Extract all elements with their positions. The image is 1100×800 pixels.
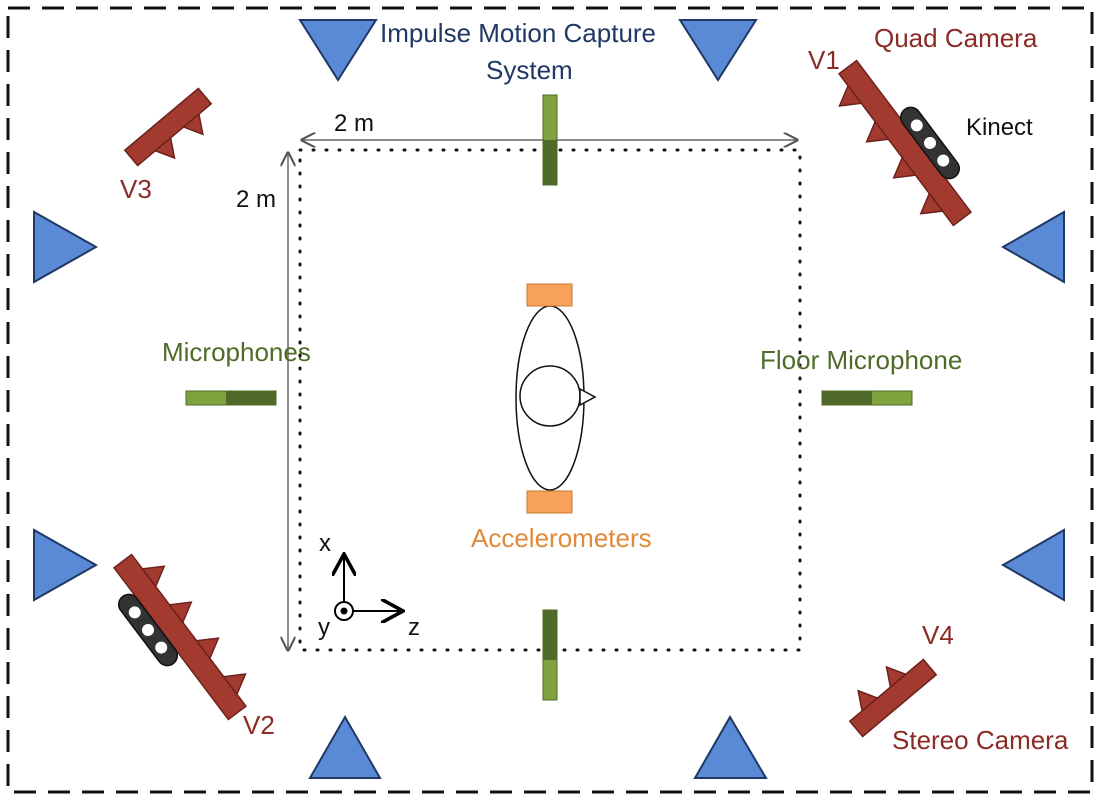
microphone-left	[185, 390, 277, 406]
kinect-sensor-icon	[117, 593, 179, 667]
kinect-label: Kinect	[966, 114, 1033, 141]
width-dimension-label: 2 m	[334, 110, 375, 137]
mocap-marker-bottom-right	[693, 715, 768, 779]
v1-label: V1	[808, 45, 840, 75]
coordinate-axes	[335, 556, 401, 620]
camera-v3	[123, 87, 213, 167]
camera-v1	[837, 59, 973, 227]
camera-v2	[112, 553, 248, 721]
impulse-label-line1: Impulse Motion Capture	[380, 18, 657, 48]
axis-x-label: x	[319, 530, 331, 557]
impulse-label-line2: System	[486, 55, 573, 85]
floor-microphone-label: Floor Microphone	[760, 345, 963, 375]
mocap-marker-left-lower	[33, 528, 99, 602]
microphones-label: Microphones	[162, 337, 311, 367]
microphone-right	[821, 390, 913, 406]
accelerometer-block-top	[526, 283, 573, 307]
subject-top-view-icon	[515, 305, 597, 491]
mocap-marker-bottom-left	[308, 714, 382, 779]
triangle-marker-icon	[33, 19, 1065, 779]
microphone-bottom	[542, 609, 558, 701]
axis-y-label: y	[318, 614, 330, 641]
accelerometer-block-bottom	[526, 490, 573, 514]
mocap-marker-top-right	[678, 19, 758, 82]
room-boundary	[6, 6, 1094, 794]
mocap-marker-right-lower	[1000, 528, 1065, 602]
kinect-sensor-icon	[899, 106, 961, 180]
v3-label: V3	[120, 174, 152, 204]
mocap-marker-top-left	[298, 19, 378, 82]
quad-camera-label: Quad Camera	[874, 23, 1038, 53]
accelerometers-label: Accelerometers	[471, 523, 652, 553]
axis-z-label: z	[408, 614, 420, 641]
microphone-top	[542, 94, 558, 186]
v2-label: V2	[243, 710, 275, 740]
stereo-camera-label: Stereo Camera	[892, 725, 1069, 755]
mocap-marker-right-upper	[1000, 210, 1065, 284]
mocap-marker-left-upper	[33, 210, 99, 284]
camera-v4	[848, 658, 938, 738]
height-dimension-label: 2 m	[236, 186, 277, 213]
v4-label: V4	[922, 620, 954, 650]
